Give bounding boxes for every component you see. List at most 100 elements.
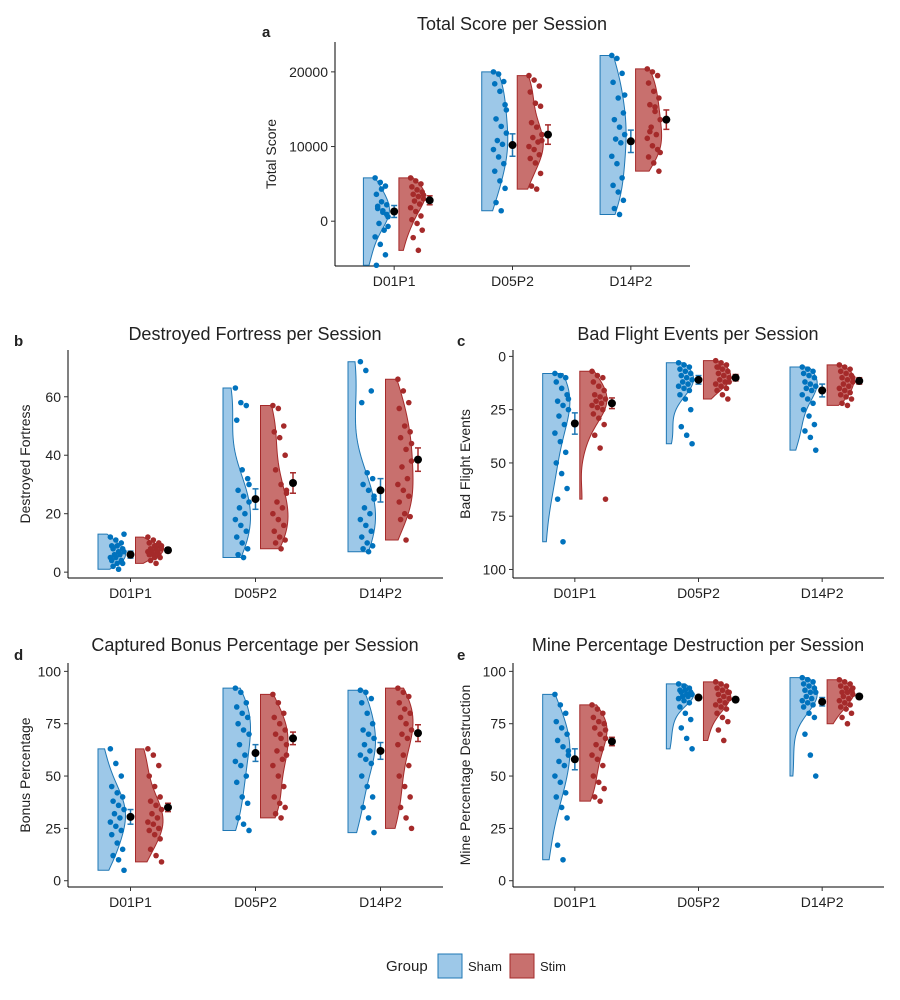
data-point <box>611 116 618 123</box>
data-point <box>812 447 819 453</box>
data-point <box>595 779 602 786</box>
data-point <box>363 689 369 696</box>
data-point <box>246 499 252 505</box>
data-point <box>560 402 566 409</box>
data-point <box>377 241 384 248</box>
y-tick-label: 0 <box>53 873 61 889</box>
violin <box>347 689 377 834</box>
data-point <box>806 683 812 689</box>
data-point <box>397 516 404 523</box>
data-point <box>243 528 250 535</box>
data-point <box>150 821 157 827</box>
data-point <box>396 405 403 412</box>
y-tick-label: 20000 <box>289 64 328 80</box>
data-point <box>153 802 159 809</box>
data-point <box>368 388 375 394</box>
data-point <box>723 362 730 368</box>
x-tick-label: D01P1 <box>109 585 152 601</box>
data-point <box>497 178 503 184</box>
data-point <box>236 505 243 511</box>
data-point <box>644 66 651 72</box>
mean-point <box>251 749 260 758</box>
data-point <box>246 827 252 834</box>
data-point <box>554 496 561 502</box>
data-point <box>409 184 415 190</box>
data-point <box>839 374 845 381</box>
mean-point <box>126 550 135 559</box>
x-tick-label: D05P2 <box>677 894 720 910</box>
data-point <box>725 396 731 402</box>
data-point <box>108 557 115 564</box>
data-point <box>590 411 597 417</box>
data-point <box>376 220 382 227</box>
data-point <box>837 391 844 398</box>
data-point <box>153 852 159 859</box>
data-point <box>689 440 695 447</box>
data-point <box>803 385 810 392</box>
legend-label-sham: Sham <box>468 959 502 974</box>
data-point <box>395 685 401 691</box>
data-point <box>244 545 251 552</box>
data-point <box>372 175 378 181</box>
data-point <box>357 358 364 365</box>
data-point <box>652 104 658 110</box>
data-point <box>416 201 423 207</box>
series-sham <box>97 358 385 573</box>
data-point <box>404 475 411 482</box>
data-point <box>537 103 544 110</box>
data-point <box>808 387 815 394</box>
data-point <box>397 714 404 721</box>
data-point <box>597 731 603 737</box>
data-point <box>675 695 682 702</box>
data-point <box>238 689 244 696</box>
data-point <box>282 727 288 733</box>
y-axis-label: Mine Percentage Destruction <box>457 685 473 866</box>
data-point <box>557 779 564 786</box>
data-point <box>118 827 125 834</box>
data-point <box>383 201 390 208</box>
data-point <box>357 687 364 694</box>
data-point <box>490 69 497 75</box>
data-point <box>561 762 568 769</box>
x-tick-label: D05P2 <box>234 894 277 910</box>
data-point <box>553 379 560 385</box>
data-point <box>681 697 687 704</box>
data-point <box>358 399 365 406</box>
data-point <box>725 718 731 725</box>
data-point <box>407 513 413 520</box>
data-point <box>270 691 276 698</box>
data-point <box>608 52 615 59</box>
data-point <box>556 413 562 419</box>
data-point <box>716 377 723 383</box>
data-point <box>371 735 377 742</box>
data-point <box>843 394 849 400</box>
data-point <box>411 198 418 204</box>
data-point <box>493 199 499 206</box>
data-point <box>810 679 816 685</box>
data-point <box>687 406 694 413</box>
data-point <box>808 695 815 702</box>
data-point <box>280 522 287 529</box>
data-point <box>365 815 372 821</box>
data-point <box>369 720 376 727</box>
panel-letter: b <box>14 333 23 350</box>
data-point <box>557 372 564 379</box>
data-point <box>810 702 816 708</box>
data-point <box>850 691 856 698</box>
data-point <box>647 101 653 108</box>
data-point <box>847 366 853 372</box>
data-point <box>244 475 251 482</box>
data-point <box>722 379 728 385</box>
data-point <box>836 697 843 704</box>
data-point <box>597 394 603 400</box>
data-point <box>378 198 385 205</box>
data-point <box>149 810 155 817</box>
data-point <box>150 537 157 543</box>
data-point <box>157 794 163 800</box>
data-point <box>720 372 727 379</box>
data-point <box>715 691 722 698</box>
data-point <box>113 537 119 543</box>
chart-panel-b: 0 20 40 60 D01P1 D05P2 D14P2 Destroyed Fortress… <box>14 324 443 601</box>
data-point <box>621 131 628 138</box>
violin <box>260 405 289 550</box>
